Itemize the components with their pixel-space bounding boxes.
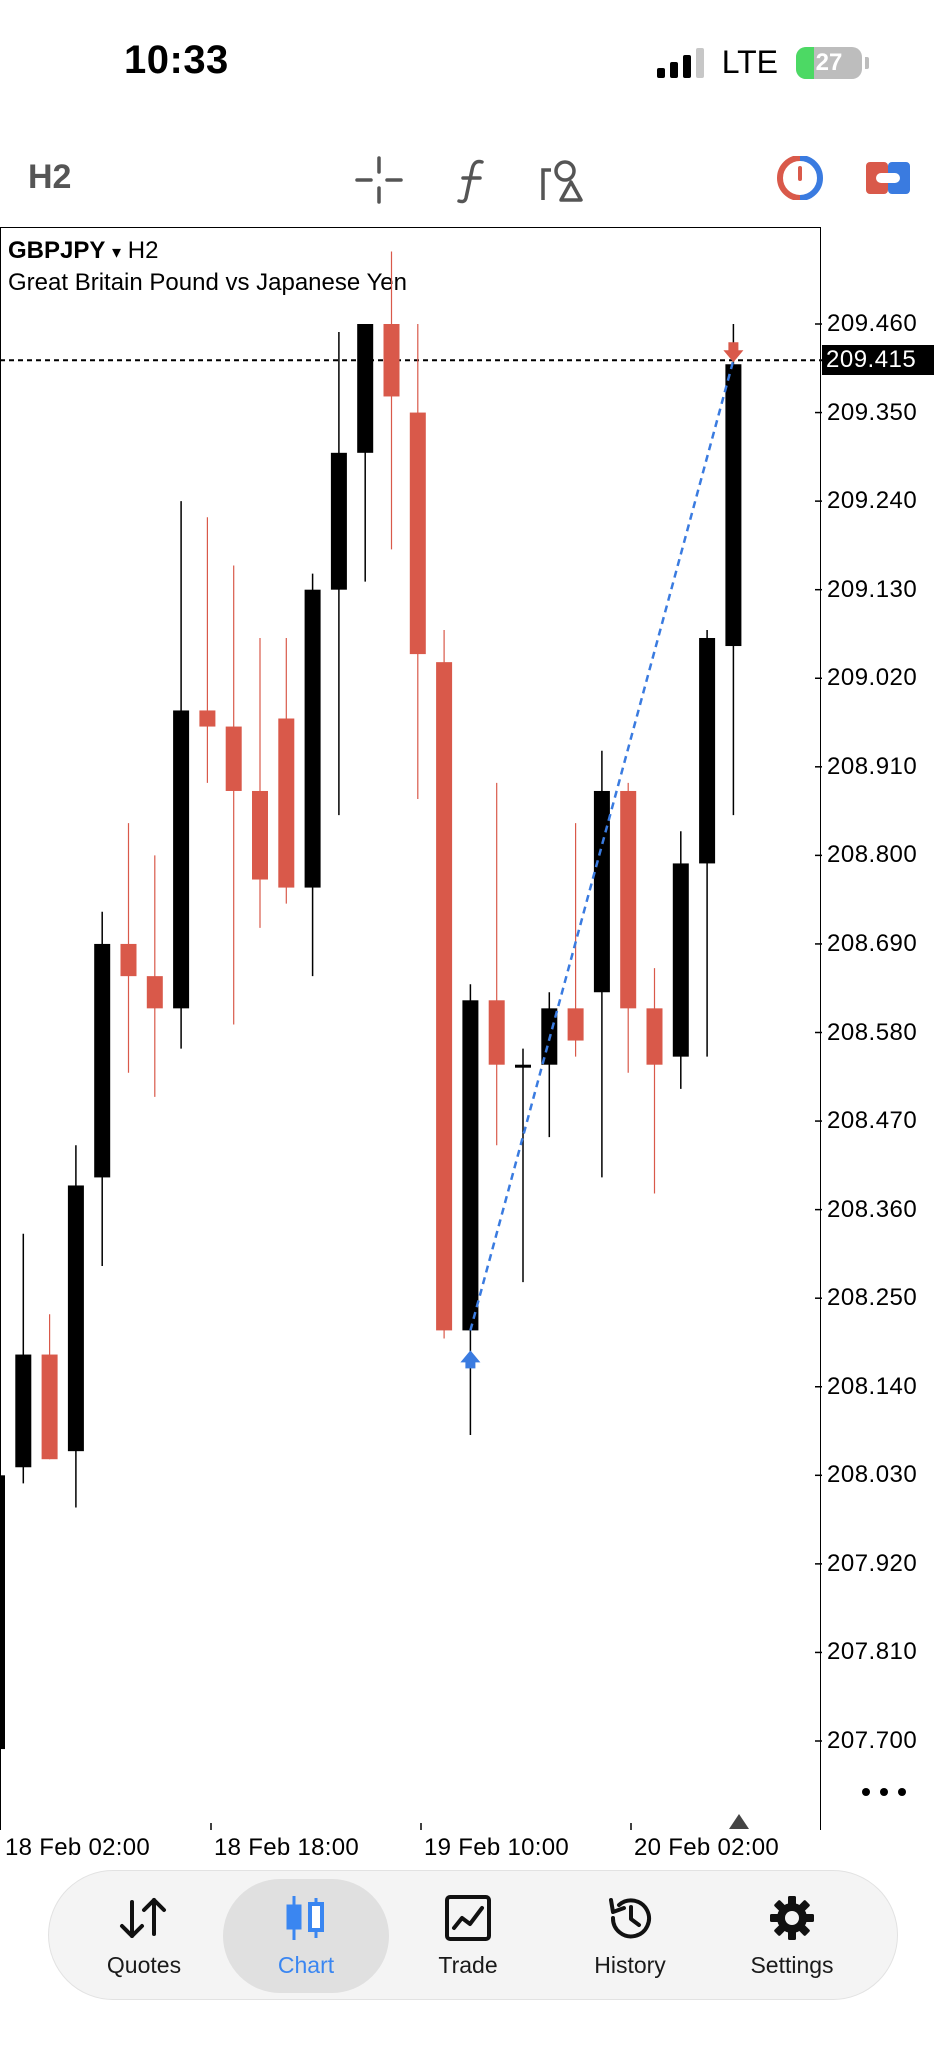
- candle-body: [15, 1354, 32, 1468]
- candle-body: [0, 1475, 5, 1750]
- crosshair-icon[interactable]: [353, 154, 405, 206]
- quotes-icon: [120, 1897, 166, 1938]
- price-tick-label: 207.920: [827, 1549, 918, 1577]
- sell-arrow-icon: [723, 342, 744, 363]
- price-tick-label: 208.140: [827, 1372, 918, 1400]
- candle-body: [515, 1064, 531, 1068]
- candle-body: [436, 662, 453, 1331]
- tab-chart-label: Chart: [277, 1951, 335, 1978]
- candle-body: [199, 710, 216, 727]
- candle-body: [146, 976, 163, 1009]
- price-chart[interactable]: GBPJPY ▾ H2 Great Britain Pound vs Japan…: [0, 227, 945, 1861]
- tab-history[interactable]: History: [545, 1871, 715, 2001]
- price-tick-label: 209.020: [827, 664, 918, 692]
- candle-body: [120, 943, 137, 977]
- price-tick-label: 207.700: [827, 1727, 918, 1754]
- time-tick-label: 19 Feb 10:00: [424, 1834, 570, 1861]
- price-tick-label: 208.470: [827, 1107, 918, 1135]
- candle-body: [462, 1000, 479, 1331]
- time-tick-label: 18 Feb 18:00: [214, 1834, 360, 1861]
- chart-frame: [0, 227, 821, 1830]
- time-tick-label: 20 Feb 02:00: [634, 1834, 780, 1861]
- tab-settings[interactable]: Settings: [707, 1871, 877, 2001]
- price-tick-label: 208.360: [827, 1195, 918, 1223]
- candle-body: [225, 726, 242, 791]
- price-tick-label: 207.810: [827, 1638, 918, 1666]
- candle-body: [672, 863, 689, 1057]
- time-tick-label: 18 Feb 02:00: [5, 1834, 151, 1861]
- settings-icon: [770, 1895, 814, 1940]
- candle-body: [488, 1000, 505, 1065]
- timeframe-toggle-icon[interactable]: [864, 156, 912, 200]
- price-tick-label: 208.030: [827, 1461, 918, 1489]
- tab-trade-label: Trade: [438, 1951, 498, 1978]
- symbol-selector[interactable]: GBPJPY ▾ H2: [8, 237, 158, 265]
- status-indicators: LTE 27: [656, 44, 869, 81]
- candle-body: [252, 790, 268, 880]
- price-tick-label: 208.690: [827, 929, 918, 957]
- candle-body: [304, 589, 321, 888]
- battery-icon: 27: [796, 46, 862, 79]
- indicator-circle-icon[interactable]: [776, 156, 824, 200]
- chart-toolbar: H2: [0, 140, 945, 220]
- history-icon: [609, 1897, 651, 1938]
- price-tick-label: 209.460: [827, 310, 918, 337]
- objects-icon[interactable]: [537, 154, 589, 206]
- more-options-button[interactable]: [862, 1782, 906, 1802]
- price-tick-label: 208.250: [827, 1284, 918, 1312]
- current-price-label: 209.415: [822, 345, 934, 376]
- candle-body: [593, 790, 610, 993]
- symbol-dropdown-icon: ▾: [112, 242, 122, 262]
- candle-body: [41, 1354, 58, 1460]
- candle-body: [357, 324, 374, 453]
- symbol-name: GBPJPY: [8, 237, 106, 264]
- candle-body: [278, 718, 295, 888]
- candle-body: [725, 364, 742, 647]
- chart-timeframe: H2: [127, 237, 159, 264]
- tab-quotes[interactable]: Quotes: [59, 1871, 229, 2001]
- candle-body: [94, 943, 111, 1178]
- price-tick-label: 209.350: [827, 398, 918, 426]
- candle-body: [330, 452, 347, 590]
- bottom-tab-bar: Quotes Chart Trade History: [48, 1870, 898, 2000]
- candle-body: [67, 1185, 84, 1452]
- candle-body: [567, 1008, 584, 1041]
- status-time: 10:33: [124, 38, 229, 82]
- network-type: LTE: [721, 44, 778, 80]
- chart-icon: [286, 1895, 324, 1940]
- tab-chart[interactable]: Chart: [221, 1871, 391, 2001]
- tab-history-label: History: [594, 1951, 666, 1978]
- tab-trade[interactable]: Trade: [383, 1871, 553, 2001]
- price-tick-label: 208.580: [827, 1018, 918, 1046]
- tab-settings-label: Settings: [750, 1951, 834, 1978]
- price-tick-label: 209.130: [827, 575, 918, 603]
- candle-body: [409, 412, 426, 655]
- cellular-signal-icon: [656, 47, 704, 78]
- price-tick-label: 208.800: [827, 841, 918, 869]
- trade-icon: [445, 1894, 491, 1941]
- candle-body: [699, 637, 716, 864]
- scroll-marker-icon[interactable]: [727, 1812, 751, 1830]
- price-tick-label: 209.240: [827, 487, 918, 515]
- candle-body: [173, 710, 190, 1009]
- price-tick-label: 208.910: [827, 752, 918, 780]
- timeframe-button[interactable]: H2: [28, 158, 72, 196]
- symbol-description: Great Britain Pound vs Japanese Yen: [8, 269, 407, 296]
- tab-quotes-label: Quotes: [106, 1951, 182, 1978]
- candlestick-plot: [0, 251, 822, 1830]
- buy-arrow-icon: [460, 1350, 481, 1369]
- candle-body: [620, 790, 637, 1009]
- candle-body: [383, 324, 400, 397]
- battery-percent: 27: [815, 48, 843, 76]
- function-icon[interactable]: [446, 154, 498, 206]
- candle-body: [646, 1008, 663, 1065]
